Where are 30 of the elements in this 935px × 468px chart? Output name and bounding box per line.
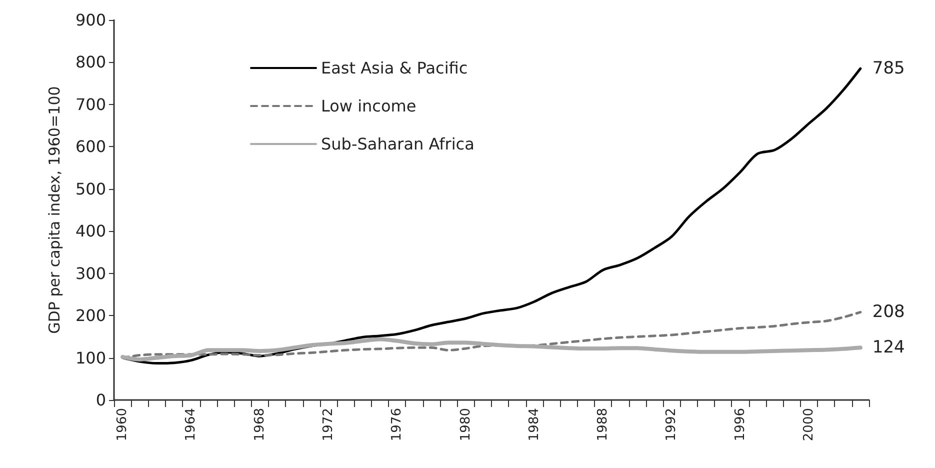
data-label: 785	[872, 58, 905, 79]
y-tick-label: 800	[75, 52, 106, 72]
x-tick-label: 1976	[390, 408, 405, 442]
x-tick-label: 1968	[252, 408, 268, 442]
x-tick-label: 1972	[320, 408, 336, 442]
x-tick-label: 1988	[596, 408, 611, 442]
y-tick-label: 100	[75, 348, 106, 368]
line-series	[120, 337, 862, 362]
line-series	[121, 310, 862, 360]
y-tick-label: 300	[75, 264, 106, 283]
x-tick-label: 1992	[664, 408, 680, 442]
x-tick-label: 1996	[732, 408, 748, 442]
data-label: 208	[872, 302, 905, 322]
y-tick-label: 400	[75, 222, 106, 241]
legend-label: Low income	[321, 96, 416, 116]
data-label: 124	[872, 338, 905, 358]
x-tick-label: 1980	[458, 408, 474, 442]
y-tick-label: 200	[75, 306, 106, 326]
y-tick-label: 500	[75, 179, 106, 198]
x-tick-label: 1984	[526, 408, 542, 442]
legend-label: Sub-Saharan Africa	[321, 134, 474, 154]
y-tick-label: 700	[75, 94, 106, 114]
x-tick-label: 2000	[801, 408, 816, 442]
y-axis-title: GDP per capita index, 1960=100	[46, 86, 64, 334]
x-tick-label: 1960	[115, 408, 130, 442]
y-tick-label: 900	[75, 10, 106, 30]
y-tick-label: 600	[75, 137, 106, 156]
x-tick-label: 1964	[184, 408, 199, 442]
y-tick-label: 0	[96, 390, 106, 410]
legend-label: East Asia & Pacific	[321, 58, 468, 78]
